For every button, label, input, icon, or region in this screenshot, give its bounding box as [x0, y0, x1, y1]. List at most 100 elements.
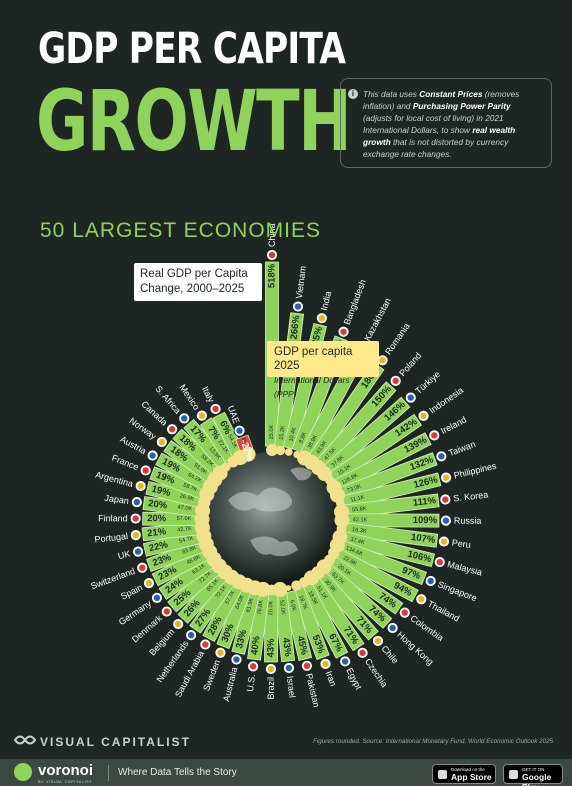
country-label: Finland: [98, 513, 128, 523]
earth-globe: [204, 452, 340, 588]
flag-icon-center: [249, 663, 257, 670]
info-icon: i: [348, 89, 358, 99]
note-bold: Purchasing Power Parity: [412, 101, 511, 111]
country-label: Portugal: [94, 531, 128, 545]
flag-icon-center: [268, 251, 276, 259]
gdp-bubble: [298, 577, 310, 588]
flag-icon-center: [134, 548, 142, 555]
growth-value: 45%: [294, 635, 309, 657]
flag-icon-center: [442, 474, 450, 481]
flag-icon-center: [438, 453, 445, 460]
gdp-value: 64.0K: [235, 594, 246, 610]
growth-value: 19%: [150, 484, 172, 500]
flag-icon-center: [153, 594, 161, 602]
flag-icon-center: [142, 467, 149, 474]
note-text: This data uses: [363, 89, 417, 99]
gdp-value: 55.8K: [352, 506, 367, 514]
flag-icon-center: [442, 517, 450, 524]
flag-icon-center: [132, 531, 140, 539]
country-label: Brazil: [266, 677, 276, 700]
gdp-value: 20.0K: [268, 600, 274, 615]
country-label: UK: [117, 549, 131, 562]
country-label: Pakistan: [304, 672, 322, 708]
country-label: Bangladesh: [342, 278, 368, 326]
gdp-value: 47.0K: [177, 505, 193, 513]
growth-value: 518%: [267, 263, 278, 288]
methodology-note: i This data uses Constant Prices (remove…: [340, 78, 552, 168]
growth-value: 43%: [280, 637, 293, 658]
growth-legend-label: Real GDP per Capita Change, 2000–2025: [134, 263, 262, 301]
gdp-value: 42.7K: [177, 526, 192, 534]
flag-icon-center: [318, 314, 326, 322]
flag-icon-center: [285, 664, 293, 672]
country-label: S. Korea: [453, 490, 489, 504]
source-note: Figures rounded. Source: International M…: [313, 738, 554, 745]
flag-icon-center: [427, 577, 434, 585]
flag-icon-center: [379, 357, 386, 364]
country-label: Taiwan: [447, 439, 477, 458]
flag-icon-center: [436, 558, 443, 566]
app-store-big: App Store: [451, 772, 492, 782]
gdp-legend-sub: International Dollars (PPP): [274, 375, 350, 399]
subtitle: 50 LARGEST ECONOMIES: [40, 219, 322, 242]
growth-value: 20%: [148, 498, 169, 511]
gdp-value: 6.0K: [288, 599, 297, 612]
growth-value: 40%: [249, 635, 262, 656]
flag-icon-center: [145, 579, 153, 587]
flag-icon-center: [187, 631, 195, 639]
app-store-button[interactable]: Download on the App Store: [432, 764, 496, 784]
country-label: Indonesia: [427, 385, 465, 415]
note-bold: Constant Prices: [419, 89, 483, 99]
country-label: Chile: [379, 644, 400, 666]
gdp-value: 15.2K: [279, 425, 287, 441]
title-line-1: GDP PER CAPITA: [38, 24, 346, 74]
flag-icon-center: [202, 641, 209, 648]
gdp-bubble: [266, 444, 278, 456]
gdp-value: 73.0K: [346, 484, 362, 495]
voronoi-logo-icon[interactable]: [14, 763, 32, 781]
google-play-big: Google Play: [522, 772, 552, 786]
country-label: Sweden: [201, 658, 222, 692]
flag-icon-center: [267, 665, 275, 673]
country-label: Iran: [324, 670, 339, 688]
growth-value: 107%: [410, 532, 436, 546]
country-label: Thailand: [426, 599, 461, 624]
footer-brand: VISUAL CAPITALIST: [40, 735, 191, 749]
flag-icon-center: [294, 303, 302, 310]
growth-value: 22%: [148, 539, 170, 554]
growth-value: 20%: [147, 513, 167, 524]
flag-icon-center: [303, 662, 311, 670]
flag-icon-center: [163, 608, 170, 615]
growth-value: 33%: [234, 628, 249, 650]
country-label: France: [110, 453, 140, 473]
gdp-value: 37.4K: [350, 537, 366, 546]
flag-icon-center: [418, 596, 425, 603]
flag-icon-center: [340, 328, 347, 335]
country-label: Malaysia: [446, 559, 483, 577]
gdp-bubble: [275, 445, 286, 456]
google-play-small: GET IT ON: [522, 767, 545, 772]
flag-icon-center: [407, 394, 414, 401]
footer-divider: [108, 765, 109, 781]
country-label: Australia: [221, 666, 239, 702]
country-label: Romania: [383, 321, 412, 356]
gdp-value: 57.0K: [177, 516, 192, 522]
gdp-value: 58.7K: [182, 482, 198, 493]
flag-icon-center: [233, 656, 240, 663]
google-play-button[interactable]: GET IT ON Google Play: [503, 764, 563, 786]
growth-value: 111%: [412, 495, 437, 509]
flag-icon-center: [198, 412, 206, 419]
country-label: Ireland: [439, 414, 468, 436]
gdp-value: 8.8K: [298, 431, 308, 444]
country-label: Kazakhstan: [362, 296, 393, 342]
note-bold: real wealth growth: [363, 125, 516, 147]
note-text: that is not distorted by currency exchan…: [363, 137, 509, 159]
country-label: Czechia: [363, 657, 390, 689]
tagline: Where Data Tells the Story: [118, 767, 237, 778]
voronoi-wordmark[interactable]: voronoi: [38, 762, 93, 779]
growth-value: 43%: [266, 638, 277, 658]
title-line-2: GROWTH: [36, 72, 352, 170]
country-label: China: [267, 224, 277, 248]
flag-icon-center: [158, 438, 166, 446]
